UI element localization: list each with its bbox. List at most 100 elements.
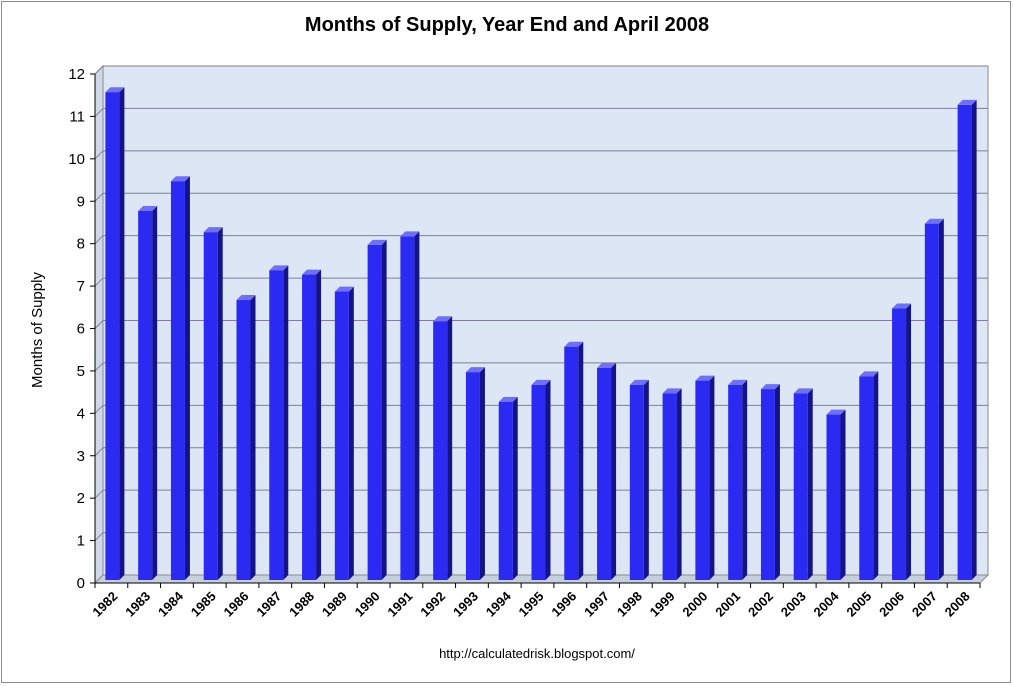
- gridline-side: [94, 362, 104, 372]
- x-tick-label: 1994: [483, 588, 515, 620]
- bar-front: [892, 308, 907, 580]
- bar: [564, 341, 584, 580]
- x-tick-label: 1996: [548, 589, 579, 620]
- y-tick-label: 3: [77, 448, 85, 465]
- bar-front: [138, 210, 153, 580]
- y-tick-label: 5: [77, 363, 85, 380]
- x-tick-label: 1997: [581, 589, 612, 620]
- bar: [793, 388, 813, 580]
- bar-top: [793, 388, 813, 394]
- bar-side: [316, 269, 322, 580]
- y-tick-label: 9: [77, 193, 85, 210]
- bar: [334, 286, 354, 580]
- gridline-side: [94, 150, 104, 160]
- bar-front: [662, 393, 677, 580]
- bar-top: [760, 384, 780, 390]
- y-tick-label: 12: [68, 66, 85, 83]
- y-tick-label: 10: [68, 151, 85, 168]
- source-url: http://calculatedrisk.blogspot.com/: [439, 646, 635, 661]
- bar-top: [597, 362, 617, 368]
- bar-front: [629, 384, 644, 580]
- bar: [629, 379, 649, 580]
- x-tick-label: 1993: [450, 589, 481, 620]
- y-tick-label: 0: [77, 575, 85, 592]
- bar-top: [892, 303, 912, 309]
- bar-front: [465, 372, 480, 580]
- x-tick-label: 2002: [745, 589, 776, 620]
- bar: [597, 362, 617, 580]
- x-tick-label: 1990: [352, 589, 383, 620]
- bar: [302, 269, 322, 580]
- bar-side: [578, 341, 584, 580]
- bar: [203, 227, 223, 580]
- chart-title: Months of Supply, Year End and April 200…: [304, 14, 710, 36]
- bar-top: [662, 388, 682, 394]
- bar-front: [334, 291, 349, 580]
- bar-side: [807, 388, 813, 580]
- x-tick-label: 1991: [384, 589, 415, 620]
- bar-side: [742, 379, 748, 580]
- bar-front: [170, 181, 185, 581]
- bar-side: [643, 379, 649, 580]
- bar-top: [269, 265, 289, 271]
- bar: [957, 99, 977, 580]
- bar: [728, 379, 748, 580]
- bar-top: [170, 176, 190, 182]
- bar: [105, 87, 125, 580]
- bar-side: [938, 218, 944, 580]
- y-tick-label: 8: [77, 236, 85, 253]
- x-tick-label: 2000: [679, 589, 710, 620]
- bar: [498, 396, 518, 580]
- y-tick-label: 11: [69, 108, 85, 125]
- x-tick-label: 2005: [843, 589, 874, 620]
- bar-side: [184, 176, 190, 581]
- x-tick-label: 1983: [122, 589, 153, 620]
- y-tick-label: 1: [77, 533, 85, 550]
- bar-top: [924, 218, 944, 224]
- bar-front: [433, 321, 448, 580]
- y-tick-label: 2: [77, 490, 85, 507]
- x-tick-label: 2006: [876, 589, 907, 620]
- bar-top: [203, 227, 223, 233]
- x-tick-label: 2003: [778, 589, 809, 620]
- bar-top: [728, 379, 748, 385]
- bar-top: [334, 286, 354, 292]
- bar-front: [498, 401, 513, 580]
- bar-front: [236, 300, 251, 580]
- bar: [859, 371, 879, 580]
- bar-side: [152, 205, 158, 580]
- bar-top: [564, 341, 584, 347]
- bar-side: [348, 286, 354, 580]
- bar-front: [859, 376, 874, 580]
- bar-top: [498, 396, 518, 402]
- bar: [924, 218, 944, 580]
- bar-top: [367, 239, 387, 245]
- y-tick-label: 6: [77, 321, 85, 338]
- bar: [465, 367, 485, 580]
- bar-side: [873, 371, 879, 580]
- bar-top: [400, 231, 420, 237]
- bar-front: [695, 380, 710, 580]
- bar-top: [957, 99, 977, 105]
- bar-side: [447, 316, 453, 580]
- y-tick-label: 7: [77, 278, 85, 295]
- bar-front: [531, 384, 546, 580]
- bar-front: [793, 393, 808, 580]
- bar-top: [826, 409, 846, 415]
- x-tick-label: 1987: [253, 589, 284, 620]
- bar-top: [302, 269, 322, 275]
- bar-side: [840, 409, 846, 580]
- gridline-side: [94, 108, 104, 117]
- bar-top: [433, 316, 453, 322]
- bar-top: [105, 87, 125, 93]
- bar-front: [367, 244, 382, 581]
- bar-front: [400, 236, 415, 581]
- gridline-side: [94, 65, 104, 75]
- x-tick-label: 1988: [286, 589, 317, 620]
- gridline-side: [94, 404, 104, 414]
- bar-side: [512, 396, 518, 580]
- bar-front: [203, 232, 218, 580]
- gridline-side: [94, 192, 104, 202]
- bar-side: [381, 239, 387, 581]
